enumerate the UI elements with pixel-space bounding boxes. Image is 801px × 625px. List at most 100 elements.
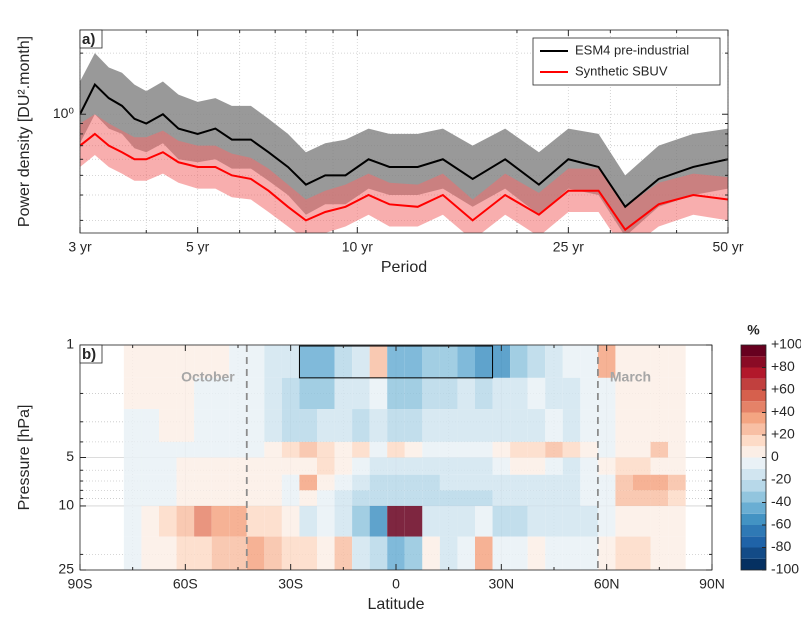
heat-cell	[650, 505, 669, 537]
heat-cell	[299, 536, 317, 570]
heat-cell	[580, 377, 598, 410]
heat-cell	[492, 409, 511, 442]
heat-cell	[562, 377, 581, 410]
heat-cell	[141, 536, 159, 570]
heat-cell	[211, 474, 230, 491]
panel-label: a)	[82, 31, 95, 48]
heat-cell	[439, 505, 458, 537]
x-tick-label: 90S	[68, 576, 93, 592]
heat-cell	[123, 345, 142, 378]
x-axis-label: Period	[381, 259, 427, 276]
heat-cell	[404, 505, 423, 537]
heat-cell	[159, 457, 177, 475]
heat-cell	[159, 474, 177, 491]
heat-cell	[123, 441, 142, 458]
x-tick-label: 50 yr	[712, 239, 743, 255]
panel-label-box	[79, 344, 103, 364]
heat-cell	[615, 490, 633, 506]
heat-cell	[650, 345, 669, 378]
heat-cell	[141, 345, 159, 378]
heat-cell	[527, 474, 546, 491]
heat-cell	[159, 345, 177, 378]
heat-cell	[352, 536, 370, 570]
heat-cell	[580, 474, 598, 491]
heat-cell	[597, 441, 616, 458]
heat-cell	[176, 536, 195, 570]
heat-cell	[369, 505, 388, 537]
heat-cell	[562, 441, 581, 458]
heat-cell	[597, 505, 616, 537]
heat-cell	[229, 441, 247, 458]
heat-cell	[299, 345, 317, 378]
heat-cell	[615, 345, 633, 378]
heat-cell	[369, 377, 388, 410]
heat-cell	[615, 441, 633, 458]
heat-cell	[229, 409, 247, 442]
heat-cell	[281, 345, 300, 378]
heat-cell	[229, 536, 247, 570]
heat-cell	[510, 474, 528, 491]
colorbar-swatch	[741, 367, 766, 379]
heat-cell	[352, 490, 370, 506]
heat-cell	[668, 474, 686, 491]
x-tick-label: 10 yr	[342, 239, 373, 255]
heat-cell	[562, 345, 581, 378]
heat-cell	[668, 536, 686, 570]
colorbar-swatch	[741, 480, 766, 492]
heat-cell	[562, 505, 581, 537]
heat-cell	[527, 505, 546, 537]
heat-cell	[352, 505, 370, 537]
heat-cell	[211, 345, 230, 378]
heat-cell	[352, 345, 370, 378]
heat-cell	[580, 457, 598, 475]
heat-cell	[159, 536, 177, 570]
heat-cell	[369, 345, 388, 378]
heat-cell	[246, 345, 265, 378]
heat-cell	[246, 377, 265, 410]
heat-cell	[404, 409, 423, 442]
heat-cell	[650, 490, 669, 506]
heat-cell	[211, 505, 230, 537]
heat-cell	[545, 490, 563, 506]
heat-cell	[615, 457, 633, 475]
heat-cell	[281, 505, 300, 537]
heat-cell	[404, 457, 423, 475]
colorbar-swatch	[741, 558, 766, 570]
heat-cell	[668, 457, 686, 475]
heat-cell	[299, 490, 317, 506]
heat-cell	[317, 345, 335, 378]
heat-cell	[439, 441, 458, 458]
x-tick-label: 60N	[594, 576, 620, 592]
heat-cell	[229, 377, 247, 410]
heat-cell	[404, 345, 423, 378]
heat-cell	[597, 345, 616, 378]
y-axis-label: Pressure [hPa]	[16, 405, 33, 511]
heat-cell	[580, 505, 598, 537]
heat-cell	[580, 345, 598, 378]
heat-cell	[492, 505, 511, 537]
heat-cell	[545, 345, 563, 378]
heat-cell	[527, 345, 546, 378]
heat-cell	[141, 490, 159, 506]
heat-cell	[176, 409, 195, 442]
heat-cell	[597, 409, 616, 442]
x-tick-label: 30N	[488, 576, 514, 592]
heat-cell	[615, 377, 633, 410]
heat-cell	[457, 457, 475, 475]
heat-cell	[492, 377, 511, 410]
colorbar-swatch	[741, 525, 766, 537]
heat-cell	[422, 536, 440, 570]
heat-cell	[387, 377, 405, 410]
heat-cell	[369, 536, 388, 570]
heat-cell	[562, 474, 581, 491]
heat-cell	[404, 536, 423, 570]
heat-cell	[492, 474, 511, 491]
colorbar-swatch	[741, 446, 766, 458]
heat-cell	[123, 505, 142, 537]
heat-cell	[597, 457, 616, 475]
heat-cell	[141, 474, 159, 491]
heat-cell	[264, 490, 282, 506]
heat-cell	[422, 474, 440, 491]
panel-label-box	[79, 29, 103, 49]
